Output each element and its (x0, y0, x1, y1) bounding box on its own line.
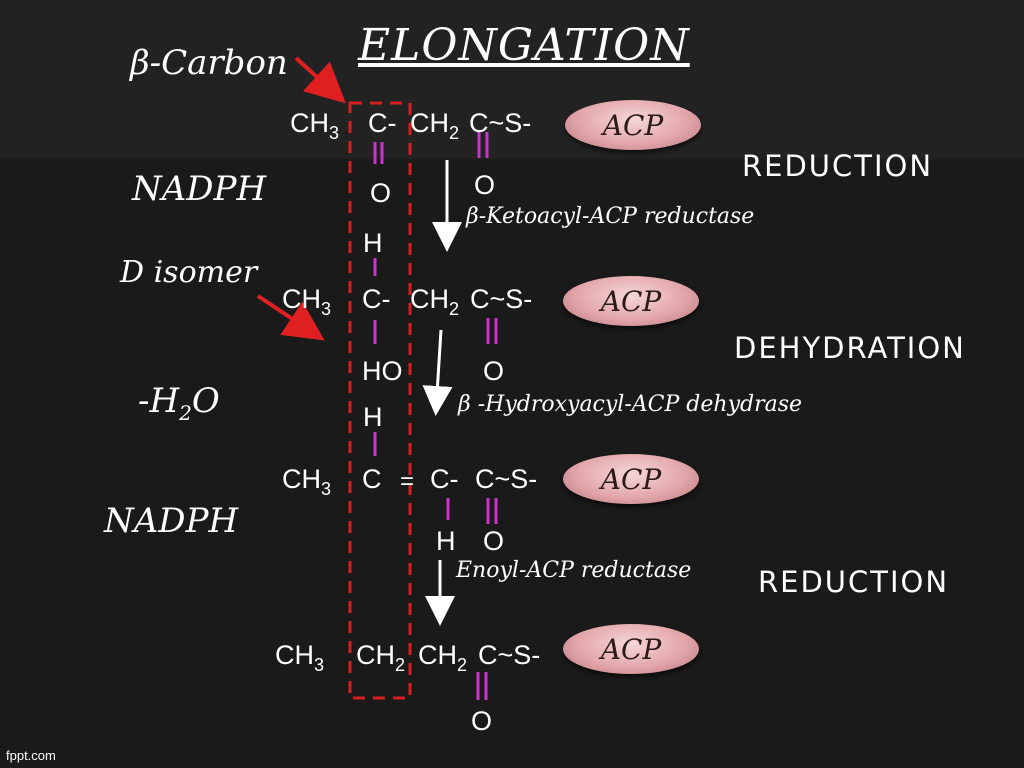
reaction-arrow-2 (422, 329, 453, 416)
beta-carbon-box (348, 101, 412, 700)
enzyme-ketoacyl-reductase: β-Ketoacyl-ACP reductase (466, 204, 755, 229)
beta-carbon-arrow (294, 56, 346, 104)
row4-ch2a: CH2 (356, 640, 406, 675)
row3-ch3: CH3 (282, 464, 332, 499)
row4-ch2b: CH2 (418, 640, 468, 675)
row3-h-top: H (363, 402, 383, 432)
row2-ch2: CH2 (410, 284, 460, 319)
row3-c2: C- (430, 464, 459, 494)
row4-o-right: O (471, 706, 493, 736)
step-reduction-2: REDUCTION (758, 565, 950, 599)
minus-water-label: -H2O (138, 381, 220, 425)
row3-double-bond: = (400, 468, 415, 495)
d-isomer-label: D isomer (120, 255, 258, 290)
beta-carbon-label: β-Carbon (130, 43, 288, 83)
acp-pill-1: ACP (565, 100, 701, 150)
row3-cs: C~S- (475, 464, 538, 494)
d-isomer-arrow (256, 294, 325, 341)
row1-c: C- (368, 108, 397, 138)
row1-o-left: O (370, 178, 392, 208)
acp-pill-3: ACP (563, 454, 699, 504)
row1-ch2: CH2 (410, 108, 460, 143)
step-reduction-1: REDUCTION (742, 149, 934, 183)
row1-ch3: CH3 (290, 108, 340, 143)
row2-h-top: H (363, 228, 383, 258)
row2-o-right: O (483, 356, 505, 386)
row2-cs: C~S- (470, 284, 533, 314)
nadph-label-1: NADPH (132, 169, 267, 209)
acp-pill-4: ACP (563, 624, 699, 674)
row1-o-right: O (474, 170, 496, 200)
enzyme-hydroxyacyl-dehydrase: β -Hydroxyacyl-ACP dehydrase (458, 392, 803, 417)
row1-cs: C~S- (469, 108, 532, 138)
acp-pill-2: ACP (563, 276, 699, 326)
row4-cs: C~S- (478, 640, 541, 670)
row3-h-bottom: H (436, 526, 456, 556)
enzyme-enoyl-reductase: Enoyl-ACP reductase (456, 558, 692, 583)
row4-ch3: CH3 (275, 640, 325, 675)
nadph-label-2: NADPH (104, 501, 239, 541)
row3-o-right: O (483, 526, 505, 556)
page-title: ELONGATION (358, 20, 690, 71)
step-dehydration: DEHYDRATION (734, 331, 966, 365)
row3-c: C (362, 464, 382, 494)
row2-ch3: CH3 (282, 284, 332, 319)
footer-watermark: fppt.com (6, 748, 56, 763)
row2-c: C- (362, 284, 391, 314)
row2-ho: HO (362, 356, 403, 386)
